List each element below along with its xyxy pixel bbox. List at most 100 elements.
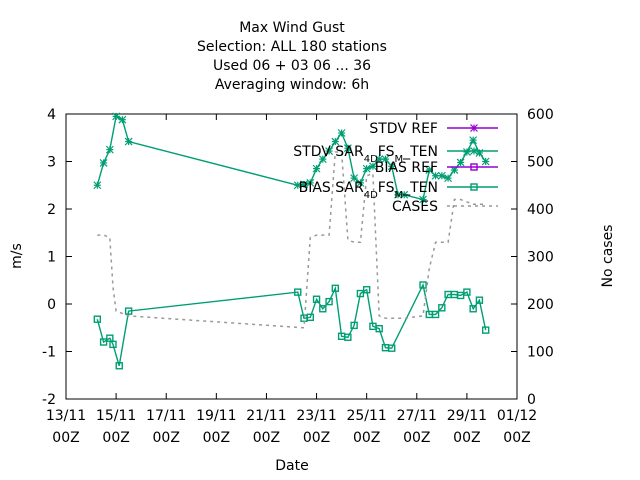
x-tick-label-hour: 00Z [52, 430, 79, 446]
data-point-square [438, 304, 446, 312]
x-tick-label-hour: 00Z [303, 430, 330, 446]
data-point-square [306, 313, 314, 321]
data-point-square [325, 297, 333, 306]
legend-label: STDV REF [369, 121, 438, 137]
data-point-square [431, 310, 440, 319]
y2-axis: 0 100 200 300 400 500 600 [511, 107, 554, 408]
data-point-square [319, 305, 327, 313]
x-axis-label: Date [275, 458, 308, 474]
x-tick-label-hour: 00Z [153, 430, 180, 446]
y2-tick-label: 300 [527, 250, 554, 266]
data-point-star [300, 180, 308, 189]
data-point-square [344, 333, 352, 341]
data-point-star [306, 178, 315, 187]
title-line-4: Averaging window: 6h [215, 77, 369, 93]
plot-area-frame [65, 113, 518, 400]
data-point-star [387, 162, 396, 171]
data-point-star [362, 164, 371, 173]
data-point-square [419, 281, 427, 289]
chart-title: Max Wind Gust Selection: ALL 180 station… [197, 20, 387, 93]
y2-tick-label: 400 [527, 202, 554, 218]
data-point-square [388, 344, 396, 352]
data-point-square [481, 326, 490, 334]
data-point-square [331, 284, 340, 293]
y-tick-label: 1 [47, 250, 56, 266]
data-point-star [456, 158, 465, 167]
y-tick-label: 3 [47, 155, 56, 171]
series-4 [97, 151, 486, 329]
y2-tick-label: 500 [527, 155, 554, 171]
data-point-square [99, 338, 108, 346]
data-point-square [470, 183, 478, 191]
series-3 [93, 281, 490, 370]
data-point-square [109, 340, 117, 349]
data-point-star [444, 174, 453, 183]
x-tick-label-hour: 00Z [203, 430, 230, 446]
data-point-star [425, 166, 434, 174]
data-point-square [463, 288, 471, 296]
data-point-star [470, 124, 478, 132]
x-tick-label-date: 01/12 [497, 408, 537, 424]
x-tick-label-hour: 00Z [253, 430, 280, 446]
x-tick-label-hour: 00Z [403, 430, 430, 446]
series-1 [93, 112, 490, 204]
data-point-square [375, 325, 383, 333]
data-point-star [470, 147, 478, 155]
data-point-star [462, 148, 471, 156]
y-axis-label: m/s [9, 243, 25, 269]
data-point-square [350, 321, 358, 330]
data-point-star [337, 129, 346, 137]
x-tick-label-date: 29/11 [447, 408, 487, 424]
title-line-2: Selection: ALL 180 stations [197, 39, 387, 55]
title-line-1: Max Wind Gust [239, 20, 345, 36]
data-point-star [312, 164, 321, 173]
x-tick-label-date: 19/11 [196, 408, 236, 424]
series-line [96, 282, 487, 366]
data-point-star [369, 162, 377, 171]
data-point-square [470, 163, 478, 171]
data-point-square [356, 289, 365, 298]
legend-item: BIAS REF [375, 160, 498, 176]
data-point-star [469, 136, 478, 145]
title-line-3: Used 06 + 03 06 ... 36 [213, 58, 371, 74]
data-point-square [475, 296, 484, 304]
legend-label: BIAS SAR4DFSM_TEN [299, 180, 438, 201]
legend-item: STDV REF [369, 121, 498, 137]
data-point-star [325, 147, 334, 155]
legend-label: BIAS REF [375, 160, 438, 176]
data-point-square [469, 305, 477, 313]
data-point-star [356, 178, 365, 187]
x-tick-label-hour: 00Z [102, 430, 129, 446]
data-point-square [115, 362, 123, 370]
y-tick-label: -1 [42, 345, 56, 361]
x-tick-label-date: 15/11 [96, 408, 136, 424]
x-tick-label-hour: 00Z [503, 430, 530, 446]
x-tick-label-date: 17/11 [146, 408, 186, 424]
legend-item: BIAS SAR4DFSM_TEN [299, 180, 498, 201]
y-tick-label: 4 [47, 107, 56, 123]
y2-axis-label: No cases [600, 225, 616, 288]
x-tick-label-date: 13/11 [46, 408, 86, 424]
data-point-star [118, 115, 127, 124]
y2-tick-label: 100 [527, 345, 554, 361]
data-point-star [93, 181, 102, 190]
x-tick-label-date: 23/11 [296, 408, 336, 424]
legend-label: STDV SAR4DFSM_TEN [293, 144, 438, 165]
series-layer [93, 112, 490, 370]
data-point-star [112, 112, 121, 121]
data-point-star [105, 145, 114, 154]
legend-item: CASES [392, 199, 498, 215]
y-axis: -2 -1 0 1 2 3 4 [42, 107, 72, 408]
data-point-star [318, 155, 327, 164]
y-tick-label: 0 [47, 297, 56, 313]
data-point-star [99, 159, 108, 167]
data-point-star [293, 181, 302, 190]
data-point-star [450, 166, 459, 174]
x-tick-label-date: 25/11 [346, 408, 386, 424]
legend-label: CASES [392, 199, 438, 215]
data-point-square [294, 288, 302, 296]
y2-tick-label: 0 [527, 392, 536, 408]
data-point-square [362, 286, 371, 294]
data-point-star [331, 137, 340, 146]
